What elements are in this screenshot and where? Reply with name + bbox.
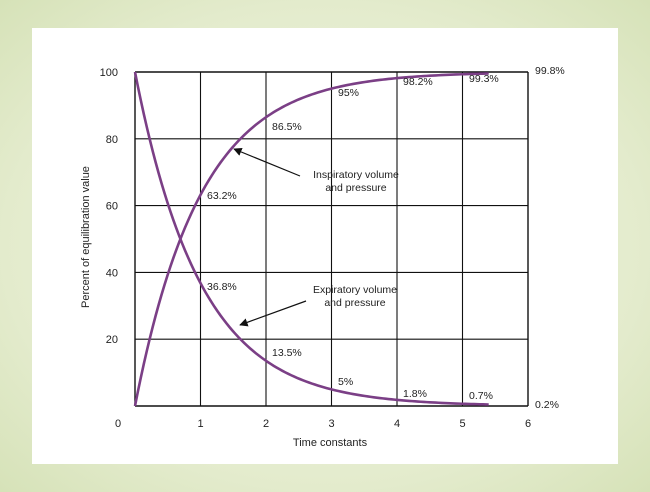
inspiratory-annotation-arrow: [233, 147, 301, 177]
expiratory-data-label: 5%: [338, 376, 353, 388]
inspiratory-data-label: 95%: [338, 87, 359, 99]
inspiratory-data-label: 98.2%: [403, 76, 433, 88]
inspiratory-data-label: 99.3%: [469, 73, 499, 85]
inspiratory-data-label: 86.5%: [272, 121, 302, 133]
expiratory-data-label: 1.8%: [403, 388, 427, 400]
x-tick-label: 3: [328, 418, 334, 430]
y-tick-label: 60: [106, 201, 118, 213]
x-tick-label: 0: [115, 418, 121, 430]
y-axis-title: Percent of equilibration value: [80, 166, 92, 308]
expiratory-annotation-line1: Expiratory volume: [313, 284, 397, 296]
x-tick-label: 1: [197, 418, 203, 430]
expiratory-curve: [133, 71, 489, 406]
expiratory-data-label: 0.7%: [469, 390, 493, 402]
x-tick-label: 5: [459, 418, 465, 430]
inspiratory-annotation-line2: and pressure: [325, 182, 386, 194]
inspiratory-data-label: 63.2%: [207, 190, 237, 202]
inspiratory-annotation-line1: Inspiratory volume: [313, 169, 399, 181]
inspiratory-curve: [133, 72, 489, 407]
y-tick-label: 40: [106, 267, 118, 279]
inspiratory-data-label: 99.8%: [535, 65, 565, 77]
expiratory-data-label: 0.2%: [535, 399, 559, 411]
y-tick-label: 100: [100, 67, 118, 79]
expiratory-annotation-arrow: [239, 300, 307, 327]
expiratory-annotation-line2: and pressure: [324, 297, 385, 309]
x-tick-label: 2: [263, 418, 269, 430]
expiratory-data-label: 13.5%: [272, 347, 302, 359]
y-tick-label: 80: [106, 134, 118, 146]
chart-panel: [32, 28, 618, 464]
y-tick-label: 20: [106, 334, 118, 346]
x-tick-label: 4: [394, 418, 400, 430]
x-tick-label: 6: [525, 418, 531, 430]
x-axis-title: Time constants: [293, 437, 368, 449]
expiratory-data-label: 36.8%: [207, 281, 237, 293]
